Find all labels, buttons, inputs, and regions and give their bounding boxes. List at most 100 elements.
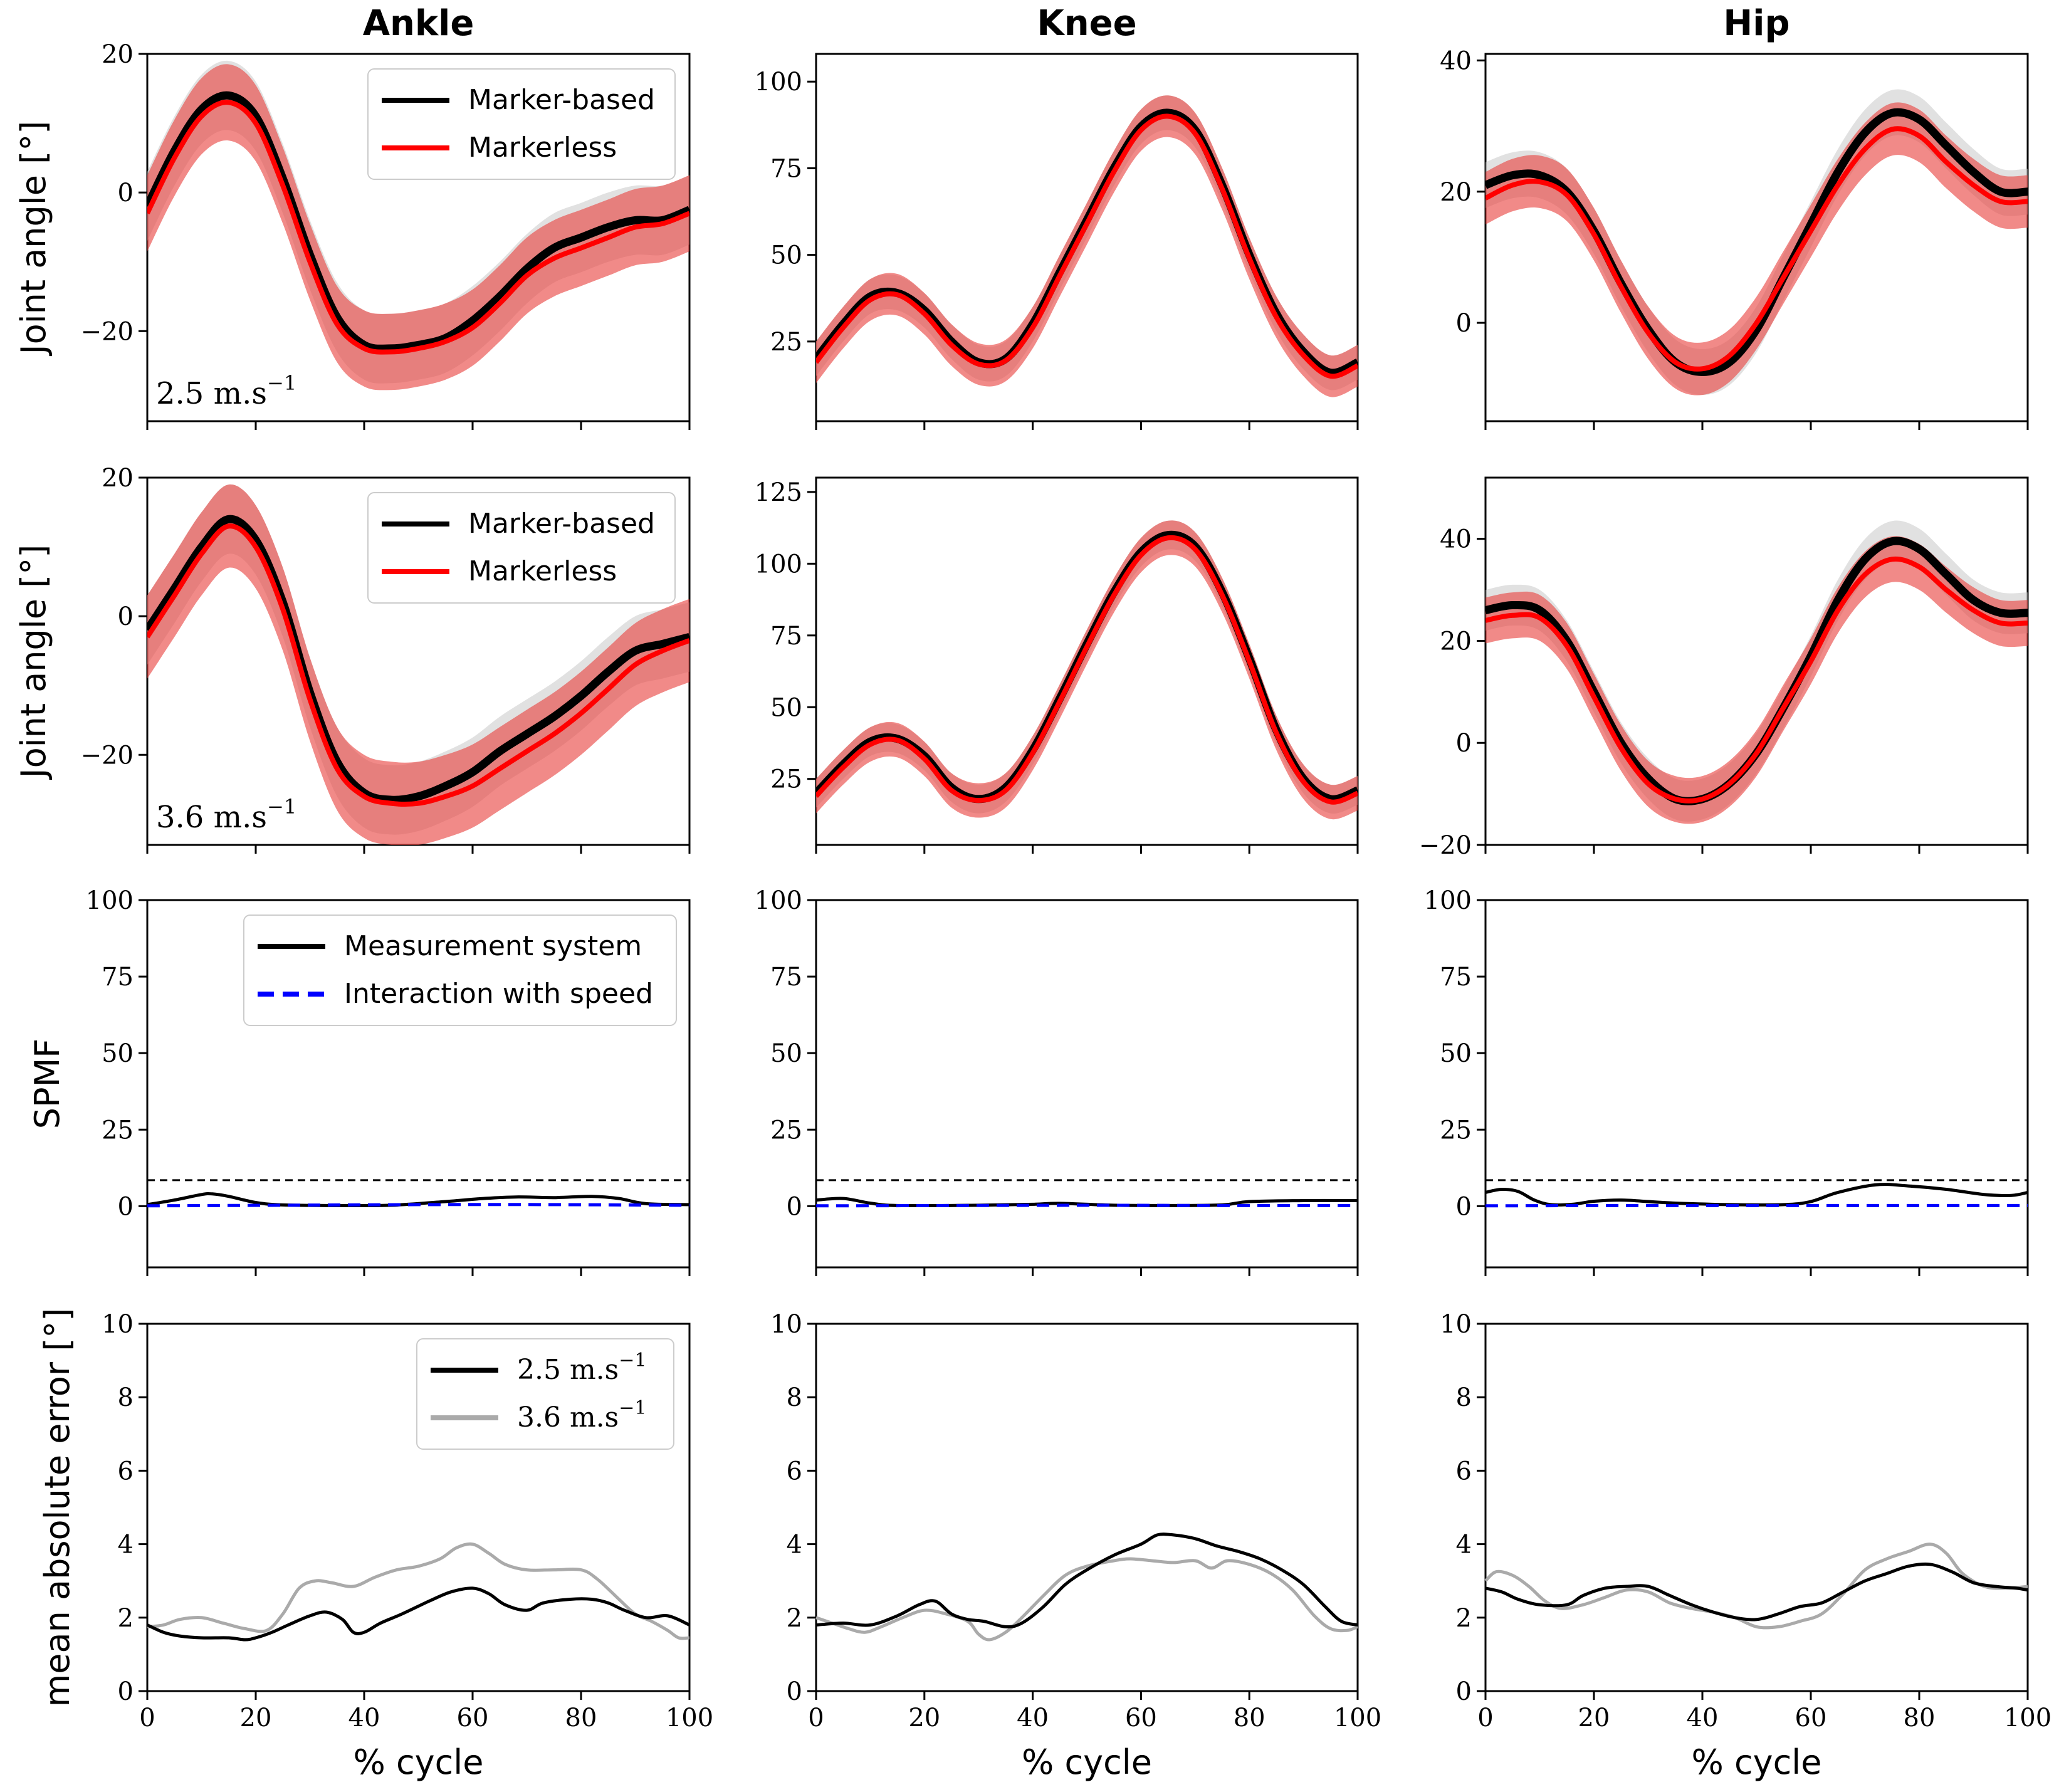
x-tick-label: 100: [1334, 1704, 1381, 1732]
panel-r1-c0: −20 0 20 Marker-based Markerless 3.6 m.s−1 Joi…: [14, 464, 691, 854]
x-tick-label: 0: [1477, 1704, 1493, 1732]
mae-2.5-line: [146, 1586, 691, 1642]
y-tick-label: 75: [770, 622, 802, 651]
x-tick-label: 60: [1795, 1704, 1827, 1732]
y-tick-label: 8: [118, 1383, 134, 1412]
panel-r2-c0: 0 25 50 75 100 Measurement system Interaction …: [28, 886, 691, 1276]
markerless-line: [147, 100, 689, 355]
y-tick-label: 50: [1440, 1039, 1472, 1068]
y-tick-label: 10: [1440, 1310, 1472, 1339]
axes-frame: [146, 1323, 691, 1692]
y-tick-label: 0: [1456, 309, 1472, 338]
y-axis-label: mean absolute error [°]: [38, 1308, 77, 1707]
x-tick-label: 100: [2004, 1704, 2051, 1732]
markerless-line: [147, 523, 689, 807]
y-tick-label: 0: [118, 179, 134, 207]
x-tick-label: 40: [1017, 1704, 1049, 1732]
y-tick-label: 40: [1440, 46, 1472, 75]
y-tick-label: −20: [81, 741, 134, 770]
x-tick-label: 20: [240, 1704, 272, 1732]
y-tick-label: 100: [755, 886, 802, 915]
markerless-line: [1485, 126, 2028, 372]
y-tick-label: 2: [1456, 1604, 1472, 1633]
markerless-sd-band: [816, 520, 1358, 820]
x-axis-label: % cycle: [1691, 1742, 1821, 1782]
marker-based-line: [147, 91, 689, 353]
y-tick-label: 0: [1456, 1192, 1472, 1221]
markerless-sd-band: [816, 95, 1358, 397]
y-tick-label: 25: [770, 1116, 802, 1145]
y-tick-label: 0: [118, 1192, 134, 1221]
x-tick-label: 60: [1125, 1704, 1157, 1732]
axes-frame: [815, 476, 1359, 846]
marker-based-line: [147, 515, 689, 804]
y-tick-label: 2: [787, 1604, 802, 1633]
x-tick-label: 40: [348, 1704, 380, 1732]
y-tick-label: −20: [1419, 831, 1472, 860]
y-tick-label: 10: [102, 1310, 134, 1339]
y-tick-label: 6: [1456, 1457, 1472, 1485]
plot-area: [1485, 520, 2028, 824]
y-tick-label: 2: [118, 1604, 134, 1633]
y-tick-label: 50: [770, 1039, 802, 1068]
y-tick-label: 100: [86, 886, 134, 915]
marker-based-sd-band: [1485, 520, 2028, 822]
mae-2.5-line: [815, 1533, 1358, 1629]
y-axis-label: SPMF: [28, 1039, 67, 1129]
y-axis-label: Joint angle [°]: [14, 545, 53, 780]
legend-box: [243, 914, 677, 1026]
legend-box: [367, 492, 676, 604]
legend-label: Marker-based: [468, 84, 655, 116]
y-tick-label: 50: [770, 693, 802, 722]
markerless-sd-band: [147, 485, 689, 845]
y-tick-label: 0: [1456, 1677, 1472, 1706]
plot-area: [147, 484, 689, 845]
legend-label: Interaction with speed: [344, 978, 653, 1010]
x-tick-label: 40: [1687, 1704, 1719, 1732]
panel-r0-c1: 25 50 75 100: [755, 53, 1359, 430]
column-title: Ankle: [363, 3, 474, 44]
interaction-with-speed-line: [815, 1203, 1358, 1208]
y-tick-label: 50: [770, 241, 802, 270]
mae-2.5-line: [1485, 1562, 2028, 1622]
x-tick-label: 60: [457, 1704, 489, 1732]
y-tick-label: 20: [102, 40, 134, 69]
panel-r0-c2: 0 20 40: [1440, 46, 2029, 430]
y-tick-label: 75: [770, 963, 802, 992]
axes-frame: [815, 899, 1359, 1269]
mae-3.6-line: [1484, 1543, 2028, 1630]
y-tick-label: 75: [102, 963, 134, 992]
y-axis-label: Joint angle [°]: [14, 121, 53, 357]
markerless-sd-band: [147, 64, 689, 390]
legend-label-superscript: −1: [619, 1397, 646, 1419]
y-tick-label: 0: [787, 1192, 802, 1221]
x-tick-label: 0: [808, 1704, 824, 1732]
y-tick-label: 6: [118, 1457, 134, 1485]
y-tick-label: 8: [787, 1383, 802, 1412]
markerless-line: [816, 113, 1358, 379]
axes-frame: [1484, 1323, 2029, 1692]
y-tick-label: 25: [102, 1116, 134, 1145]
y-tick-label: 0: [118, 602, 134, 631]
legend-label: Marker-based: [468, 508, 655, 540]
panel-r2-c2: 0 25 50 75 100: [1424, 886, 2029, 1276]
marker-based-line: [1485, 108, 2028, 376]
y-tick-label: −20: [81, 317, 134, 346]
x-tick-label: 20: [908, 1704, 940, 1732]
y-tick-label: 0: [118, 1677, 134, 1706]
x-axis-label: % cycle: [1022, 1742, 1152, 1782]
marker-based-sd-band: [816, 520, 1358, 814]
y-tick-label: 10: [770, 1310, 802, 1339]
markerless-line: [816, 535, 1358, 805]
legend-label: Markerless: [468, 555, 617, 587]
panel-r1-c2: −20 0 20 40: [1419, 476, 2029, 860]
plot-area: [816, 95, 1358, 397]
mae-3.6-line: [815, 1557, 1358, 1642]
legend-label-superscript: −1: [619, 1349, 646, 1371]
x-tick-label: 80: [1904, 1704, 1936, 1732]
measurement-system-line: [815, 1197, 1358, 1208]
y-tick-label: 40: [1440, 525, 1472, 554]
axes-frame: [1484, 53, 2029, 422]
